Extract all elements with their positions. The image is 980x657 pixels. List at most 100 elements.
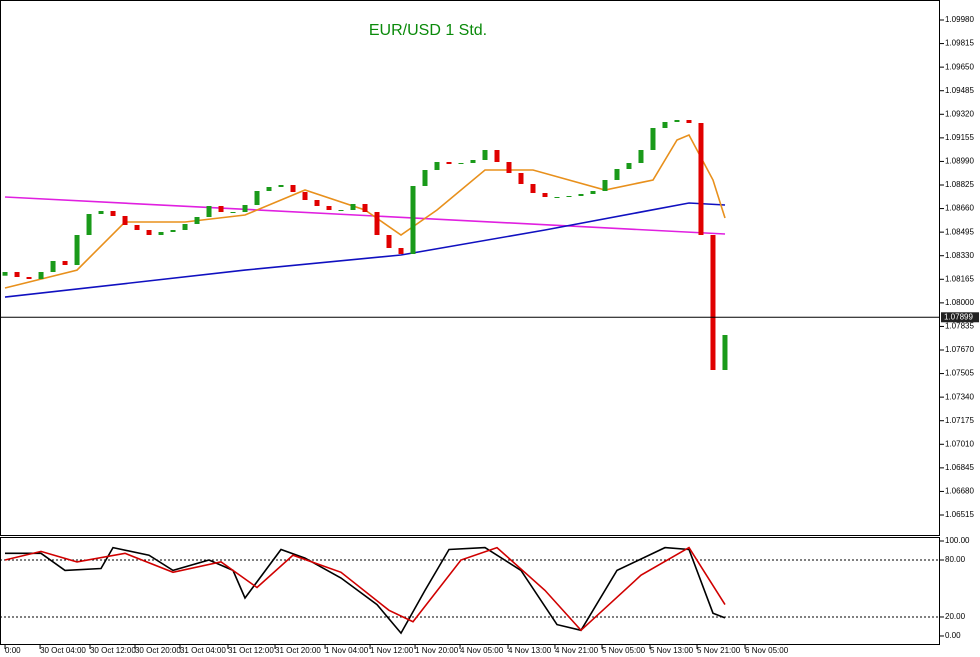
x-tick-label: 5 Nov 21:00 bbox=[697, 646, 741, 655]
candle-body bbox=[530, 184, 536, 193]
y-tick-label: 1.07340 bbox=[945, 392, 974, 401]
candle-body bbox=[686, 120, 692, 123]
candle-body bbox=[614, 169, 620, 180]
y-tick-label: 1.07505 bbox=[945, 369, 974, 378]
y-tick-label: 0.00 bbox=[945, 631, 961, 640]
y-tick-label: 1.07670 bbox=[945, 345, 974, 354]
indicator-line bbox=[5, 546, 726, 635]
x-tick-label: 1 Nov 04:00 bbox=[325, 646, 369, 655]
candle-body bbox=[698, 123, 704, 235]
candle-body bbox=[266, 187, 272, 191]
x-tick-label: 4 Nov 13:00 bbox=[508, 646, 552, 655]
y-tick-label: 1.09815 bbox=[945, 39, 974, 48]
candle-body bbox=[302, 192, 308, 200]
candle-body bbox=[470, 160, 476, 163]
y-tick-label: 1.07010 bbox=[945, 439, 974, 448]
candle-body bbox=[98, 211, 104, 214]
candle-body bbox=[146, 230, 152, 235]
x-tick-label: 6 Nov 05:00 bbox=[745, 646, 789, 655]
candle-body bbox=[194, 217, 200, 224]
candle-body bbox=[638, 150, 644, 163]
candle-body bbox=[62, 261, 68, 265]
y-tick-label: 1.08990 bbox=[945, 157, 974, 166]
candle-body bbox=[602, 180, 608, 191]
y-tick-label: 1.08000 bbox=[945, 298, 974, 307]
candle-body bbox=[170, 230, 176, 232]
candle-body bbox=[722, 335, 728, 370]
indicator-line bbox=[4, 546, 726, 632]
y-tick-label: 1.09320 bbox=[945, 109, 974, 118]
x-tick-label: 1 Nov 12:00 bbox=[370, 646, 414, 655]
candle-body bbox=[254, 191, 260, 205]
y-tick-label: 1.08330 bbox=[945, 251, 974, 260]
candle-body bbox=[650, 128, 656, 150]
y-tick-label: 20.00 bbox=[945, 612, 966, 621]
candle-body bbox=[110, 211, 116, 216]
candle-body bbox=[122, 216, 128, 225]
candle-body bbox=[350, 204, 356, 210]
y-tick-label: 80.00 bbox=[945, 555, 966, 564]
x-tick-label: 0:00 bbox=[5, 646, 21, 655]
y-tick-label: 1.09650 bbox=[945, 62, 974, 71]
candle-body bbox=[158, 232, 164, 235]
candle-body bbox=[86, 214, 92, 235]
candle-body bbox=[38, 272, 44, 279]
candle-body bbox=[494, 150, 500, 162]
candle-body bbox=[482, 150, 488, 160]
y-tick-label: 1.09485 bbox=[945, 86, 974, 95]
candle-body bbox=[2, 272, 8, 276]
x-tick-label: 5 Nov 05:00 bbox=[602, 646, 646, 655]
candle-body bbox=[590, 191, 596, 194]
candle-body bbox=[674, 120, 680, 122]
candle-body bbox=[578, 194, 584, 196]
x-tick-label: 31 Oct 20:00 bbox=[275, 646, 321, 655]
candle-body bbox=[230, 212, 236, 213]
candle-body bbox=[446, 162, 452, 164]
x-tick-label: 30 Oct 12:00 bbox=[90, 646, 136, 655]
candle-body bbox=[386, 235, 392, 248]
x-tick-label: 5 Nov 13:00 bbox=[650, 646, 694, 655]
candle-body bbox=[518, 173, 524, 184]
indicator-line bbox=[4, 196, 726, 235]
candle-body bbox=[14, 272, 20, 277]
candle-body bbox=[566, 196, 572, 197]
candle-body bbox=[554, 197, 560, 198]
y-tick-label: 1.07835 bbox=[945, 322, 974, 331]
x-tick-label: 4 Nov 05:00 bbox=[460, 646, 504, 655]
candle-body bbox=[74, 235, 80, 265]
current-price-box bbox=[941, 312, 979, 323]
x-tick-label: 30 Oct 04:00 bbox=[40, 646, 86, 655]
candle-body bbox=[50, 261, 56, 272]
y-tick-label: 1.06680 bbox=[945, 487, 974, 496]
y-tick-label: 1.07175 bbox=[945, 416, 974, 425]
candle-body bbox=[506, 162, 512, 173]
candle-body bbox=[182, 224, 188, 230]
candle-body bbox=[458, 163, 464, 164]
candle-body bbox=[626, 163, 632, 169]
candle-body bbox=[278, 185, 284, 187]
current-price-label: 1.07899 bbox=[944, 312, 973, 321]
x-tick-label: 4 Nov 21:00 bbox=[555, 646, 599, 655]
candle-body bbox=[410, 186, 416, 254]
main-panel-frame bbox=[0, 0, 940, 536]
y-tick-label: 1.09980 bbox=[945, 15, 974, 24]
candle-body bbox=[422, 170, 428, 186]
candle-body bbox=[374, 212, 380, 235]
indicator-line bbox=[4, 202, 726, 298]
candle-body bbox=[26, 277, 32, 279]
candle-body bbox=[242, 205, 248, 212]
candle-body bbox=[326, 206, 332, 210]
y-tick-label: 1.08495 bbox=[945, 227, 974, 236]
candle-body bbox=[206, 206, 212, 217]
y-tick-label: 1.09155 bbox=[945, 133, 974, 142]
candle-body bbox=[434, 162, 440, 170]
candle-body bbox=[290, 185, 296, 192]
chart-title: EUR/USD 1 Std. bbox=[369, 22, 487, 39]
candle-body bbox=[662, 122, 668, 128]
indicator-panel-frame bbox=[0, 537, 940, 645]
x-tick-label: 31 Oct 12:00 bbox=[228, 646, 274, 655]
y-tick-label: 1.06845 bbox=[945, 463, 974, 472]
candle-body bbox=[542, 193, 548, 197]
candle-body bbox=[710, 235, 716, 370]
